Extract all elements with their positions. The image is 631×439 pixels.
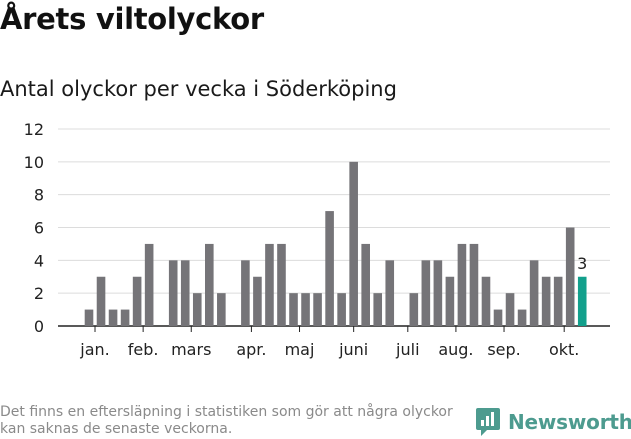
bar: [265, 243, 274, 326]
bar: [433, 260, 443, 326]
bar: [241, 260, 250, 326]
bar: [301, 293, 310, 326]
bar: [325, 211, 334, 326]
x-tick-label: juli: [395, 340, 419, 359]
bar: [120, 309, 130, 326]
bar: [205, 243, 214, 326]
logo-text: Newsworthy: [508, 410, 631, 434]
bar: [168, 260, 178, 326]
y-tick-label: 12: [24, 120, 44, 139]
highlight-data-label: 3: [577, 254, 587, 273]
y-tick-label: 4: [34, 251, 44, 270]
bar: [277, 243, 286, 326]
bar: [313, 293, 322, 326]
chart-subtitle: Antal olyckor per vecka i Söderköping: [0, 77, 397, 101]
x-tick-label: jan.: [79, 340, 109, 359]
bar: [337, 293, 346, 326]
y-tick-label: 10: [24, 153, 44, 172]
bar: [217, 293, 226, 326]
y-tick-label: 8: [34, 186, 44, 205]
y-tick-label: 6: [34, 219, 44, 238]
bar: [457, 243, 467, 326]
bar: [361, 243, 370, 326]
bar: [108, 309, 118, 326]
bar: [180, 260, 190, 326]
newsworthy-logo-icon: [476, 408, 500, 436]
bars: 3: [84, 161, 587, 326]
bar-chart: 0 2 4 6 8 10 12 3 jan. feb. mars apr. maj juni juli a…: [24, 120, 610, 359]
y-axis-labels: 0 2 4 6 8 10 12: [24, 120, 44, 336]
bar: [493, 309, 503, 326]
bar: [421, 260, 431, 326]
x-tick-label: okt.: [549, 340, 579, 359]
x-tick-label: feb.: [128, 340, 159, 359]
bar: [481, 276, 491, 326]
x-tick-label: apr.: [236, 340, 266, 359]
y-tick-label: 0: [34, 317, 44, 336]
bar: [144, 243, 154, 326]
bar: [517, 309, 527, 326]
bar: [349, 161, 358, 326]
newsworthy-logo[interactable]: Newsworthy: [475, 406, 631, 438]
bar: [445, 276, 455, 326]
x-tick-label: sep.: [487, 340, 520, 359]
bar: [253, 276, 262, 326]
x-tick-label: aug.: [438, 340, 473, 359]
x-axis-labels: jan. feb. mars apr. maj juni juli aug. sep. okt.: [79, 326, 579, 359]
bar: [553, 276, 563, 326]
bar: [373, 293, 383, 326]
x-tick-label: juni: [338, 340, 368, 359]
chart-title: Årets viltolyckor: [0, 2, 264, 36]
bar: [96, 276, 106, 326]
bar: [541, 276, 551, 326]
bar: [385, 260, 395, 326]
bar: [289, 293, 298, 326]
x-tick-label: mars: [171, 340, 211, 359]
footnote: Det finns en eftersläpning i statistiken…: [0, 404, 453, 437]
bar-highlight: [577, 276, 587, 326]
y-tick-label: 2: [34, 284, 44, 303]
bar: [409, 293, 419, 326]
bar: [469, 243, 479, 326]
bar: [529, 260, 539, 326]
bar: [132, 276, 142, 326]
bar: [565, 227, 575, 326]
x-tick-label: maj: [285, 340, 315, 359]
bar: [192, 293, 202, 326]
bar: [505, 293, 515, 326]
bar: [84, 309, 94, 326]
